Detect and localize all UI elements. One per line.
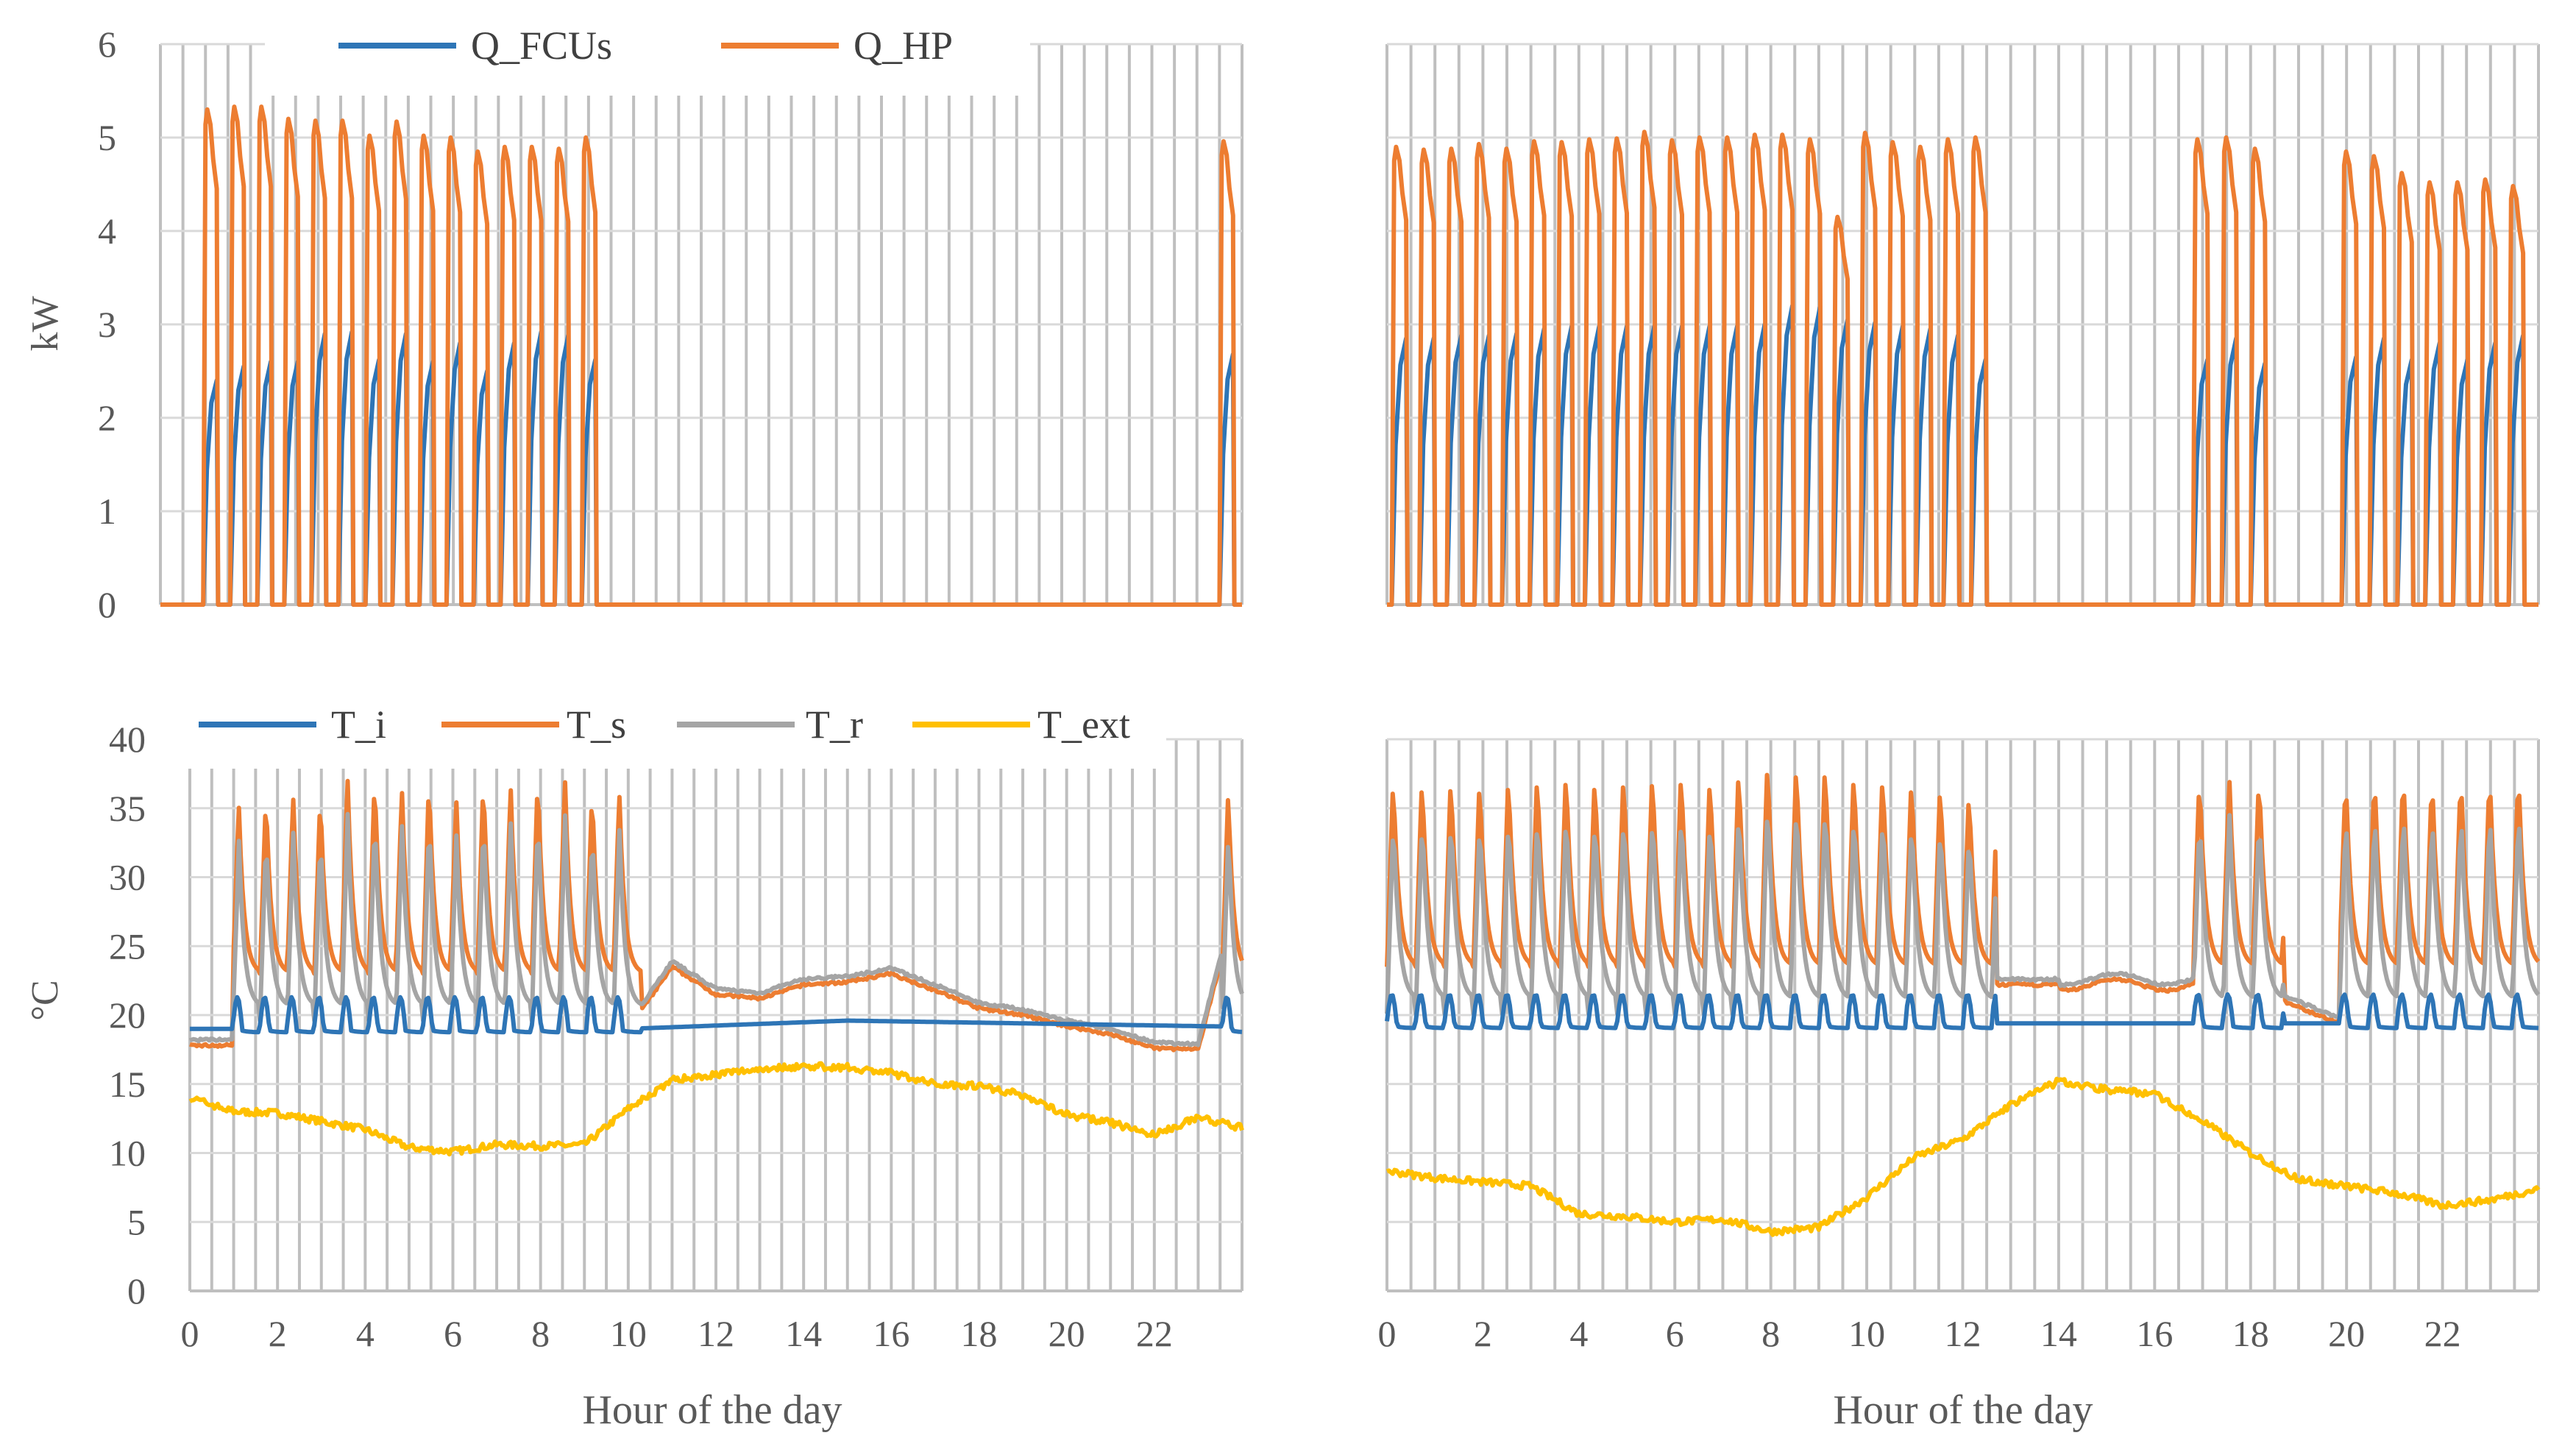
- y-tick-label: 0: [127, 1270, 146, 1312]
- y-tick-label: 35: [109, 788, 146, 829]
- chart-bottom-left: 0 5 10 15 20 25 30 35 40 0 2 4 6 8 10 12 14 16 18 20 22 T_i …: [24, 695, 1244, 1433]
- x-tick-label: 2: [1474, 1313, 1492, 1354]
- x-tick-label: 22: [2424, 1313, 2461, 1354]
- x-tick-label: 14: [785, 1313, 822, 1354]
- y-tick-label: 2: [98, 397, 116, 438]
- grid-top-right: [1385, 43, 2540, 606]
- series-line-q-hp: [160, 104, 1242, 607]
- series-line-q-hp: [1387, 129, 2538, 607]
- series-top-right: [1387, 129, 2538, 607]
- y-tick-label: 4: [98, 210, 116, 252]
- series-line-t-r: [1385, 813, 2541, 1019]
- x-tick-label: 18: [961, 1313, 998, 1354]
- legend-label-t-i: T_i: [331, 702, 386, 747]
- axis-bottom-left: 0 5 10 15 20 25 30 35 40 0 2 4 6 8 10 12 14 16 18 20 22: [109, 719, 1173, 1354]
- legend-top-left: Q_FCUs Q_HP: [265, 0, 1030, 96]
- legend-label-q-hp: Q_HP: [854, 24, 953, 68]
- x-tick-label: 10: [610, 1313, 647, 1354]
- legend-bottom-left: T_i T_s T_r T_ext: [184, 695, 1166, 769]
- axis-top-left: 0 1 2 3 4 5 6: [98, 24, 116, 625]
- x-tick-label: 18: [2232, 1313, 2269, 1354]
- y-tick-label: 6: [98, 24, 116, 65]
- series-line-t-ext: [1386, 1076, 2541, 1237]
- x-tick-label: 12: [1945, 1313, 1981, 1354]
- x-tick-label: 10: [1848, 1313, 1885, 1354]
- y-tick-label: 30: [109, 857, 146, 898]
- x-tick-label: 6: [444, 1313, 462, 1354]
- y-axis-label-top-left: kW: [24, 296, 66, 351]
- legend-label-t-r: T_r: [806, 702, 863, 747]
- x-tick-label: 22: [1136, 1313, 1173, 1354]
- chart-top-left: 0 1 2 3 4 5 6 Q_FCUs Q_HP kW: [24, 0, 1243, 625]
- x-tick-label: 16: [873, 1313, 909, 1354]
- x-tick-label: 8: [1761, 1313, 1780, 1354]
- legend-label-t-s: T_s: [567, 702, 626, 747]
- y-tick-label: 5: [127, 1201, 146, 1242]
- y-tick-label: 10: [109, 1133, 146, 1174]
- y-tick-label: 3: [98, 304, 116, 345]
- x-tick-label: 6: [1666, 1313, 1684, 1354]
- y-tick-label: 5: [98, 117, 116, 158]
- axis-bottom-right: 0 2 4 6 8 10 12 14 16 18 20 22: [1378, 1313, 2461, 1354]
- series-line-t-ext: [188, 1061, 1244, 1157]
- x-axis-label-bottom-left: Hour of the day: [582, 1387, 842, 1433]
- legend-label-t-ext: T_ext: [1037, 702, 1130, 747]
- x-tick-label: 0: [181, 1313, 199, 1354]
- x-tick-label: 12: [698, 1313, 734, 1354]
- x-tick-label: 20: [2328, 1313, 2365, 1354]
- legend-label-q-fcus: Q_FCUs: [471, 24, 612, 68]
- series-top-left: [160, 104, 1242, 607]
- y-tick-label: 15: [109, 1064, 146, 1105]
- x-tick-label: 0: [1378, 1313, 1397, 1354]
- y-tick-label: 25: [109, 925, 146, 967]
- series-bottom-left: [188, 778, 1244, 1157]
- series-line-t-i: [189, 994, 1243, 1035]
- legend-background: [184, 695, 1166, 769]
- y-axis-label-bottom-left: °C: [24, 980, 66, 1020]
- x-tick-label: 16: [2136, 1313, 2173, 1354]
- chart-bottom-right: 0 2 4 6 8 10 12 14 16 18 20 22 Hour of the day: [1378, 738, 2541, 1433]
- series-line-t-r: [188, 811, 1244, 1047]
- series-bottom-right: [1385, 772, 2541, 1237]
- y-tick-label: 1: [98, 491, 116, 532]
- x-tick-label: 14: [2040, 1313, 2077, 1354]
- chart-top-right: [1385, 43, 2540, 607]
- x-tick-label: 4: [356, 1313, 375, 1354]
- series-line-t-s: [189, 778, 1244, 1053]
- y-tick-label: 0: [98, 584, 116, 625]
- y-tick-label: 20: [109, 994, 146, 1036]
- series-line-t-i: [1385, 992, 2539, 1031]
- x-axis-label-bottom-right: Hour of the day: [1833, 1387, 2093, 1433]
- x-tick-label: 4: [1569, 1313, 1588, 1354]
- y-tick-label: 40: [109, 719, 146, 760]
- x-tick-label: 20: [1049, 1313, 1085, 1354]
- x-tick-label: 2: [269, 1313, 287, 1354]
- x-tick-label: 8: [531, 1313, 550, 1354]
